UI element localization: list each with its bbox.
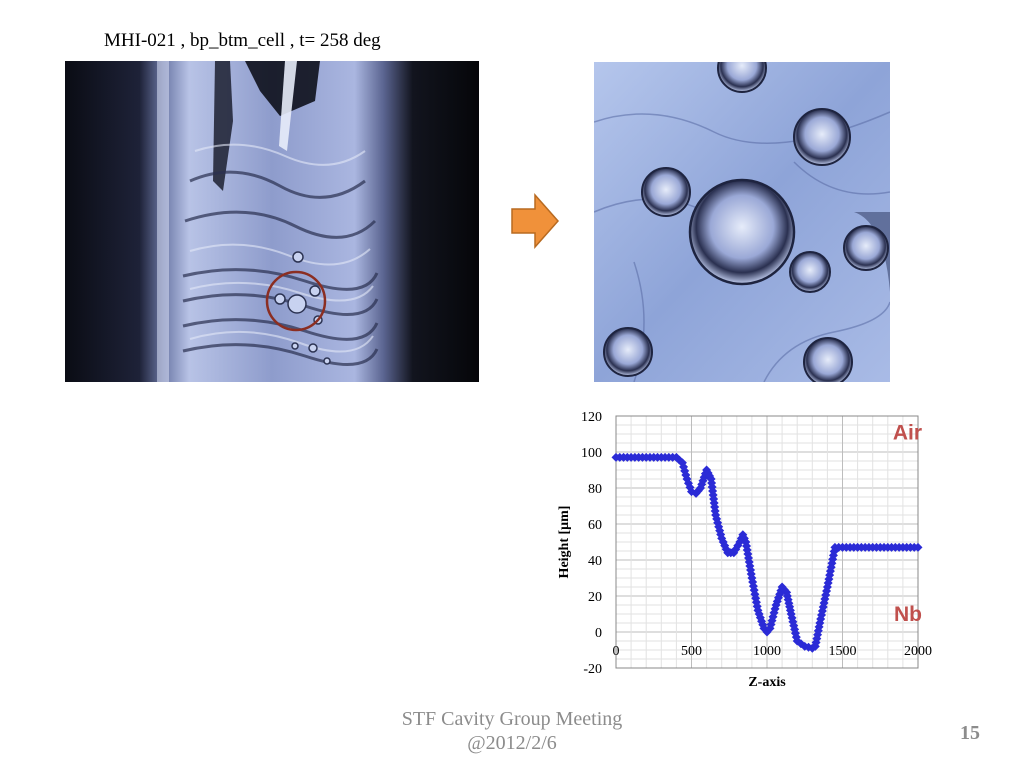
data-point [823, 578, 833, 588]
data-point [792, 636, 802, 646]
footer-date: @2012/2/6 [467, 732, 557, 754]
y-tick-label: 40 [588, 554, 602, 569]
y-tick-label: 80 [588, 482, 602, 497]
data-point [671, 452, 681, 462]
data-point [767, 616, 777, 626]
data-point [679, 462, 689, 472]
x-tick-label: 1000 [753, 644, 781, 659]
data-point [913, 542, 923, 552]
data-point [711, 510, 721, 520]
data-point [681, 470, 691, 480]
data-point [708, 486, 718, 496]
y-tick-label: 20 [588, 590, 602, 605]
data-point [786, 609, 796, 619]
data-point [718, 537, 728, 547]
x-tick-label: 2000 [904, 644, 932, 659]
data-point [748, 577, 758, 587]
page-number: 15 [960, 722, 980, 744]
footer-meeting-name: STF Cavity Group Meeting [401, 708, 623, 730]
data-point [717, 533, 727, 543]
annotation-nb: Nb [894, 603, 922, 626]
data-point [788, 617, 798, 627]
slide-title: MHI-021 , bp_btm_cell , t= 258 deg [104, 30, 381, 51]
data-point [729, 548, 739, 558]
data-point [697, 479, 707, 489]
x-tick-label: 0 [613, 644, 620, 659]
y-tick-label: 100 [581, 446, 602, 461]
data-point [687, 487, 696, 497]
data-point [817, 606, 827, 616]
height-profile-chart: 120 100 80 60 40 20 0 -20 0 500 1000 1500 2000 Z-ax… [550, 400, 950, 695]
cavity-surface-photo [65, 61, 479, 382]
slide-footer: STF Cavity Group Meeting @2012/2/6 [362, 707, 662, 755]
x-tick-label: 1500 [829, 644, 857, 659]
defect-closeup-photo [594, 62, 890, 382]
data-point [790, 624, 800, 634]
data-point [753, 605, 763, 615]
y-tick-label: 120 [581, 410, 602, 425]
data-point [680, 466, 690, 476]
data-point [691, 488, 701, 498]
data-point [827, 558, 837, 568]
data-point [712, 514, 722, 524]
data-point [744, 557, 754, 567]
x-tick-label: 500 [681, 644, 702, 659]
data-point [710, 506, 720, 516]
data-point [759, 623, 769, 633]
right-arrow-icon [510, 193, 560, 249]
annotation-air: Air [893, 421, 922, 444]
y-tick-label: -20 [583, 662, 602, 677]
data-point [709, 498, 719, 508]
defect-marker-circle [265, 270, 327, 332]
data-point [746, 565, 756, 575]
data-point [800, 641, 810, 651]
data-point [822, 582, 832, 592]
y-tick-label: 0 [595, 626, 602, 641]
data-point [754, 609, 764, 619]
data-point [773, 593, 783, 603]
plot-area [615, 415, 919, 669]
y-tick-label: 60 [588, 518, 602, 533]
data-point [829, 546, 839, 556]
data-point [747, 573, 757, 583]
x-axis-label: Z-axis [748, 675, 786, 690]
data-point [824, 574, 834, 584]
data-point [742, 541, 752, 551]
data-point [698, 476, 708, 486]
data-point [716, 530, 726, 539]
data-point [743, 549, 753, 559]
data-point [804, 642, 814, 652]
data-point [825, 570, 835, 580]
y-axis-label: Height [μm] [557, 506, 572, 579]
data-point [749, 585, 759, 595]
data-point [714, 522, 724, 532]
